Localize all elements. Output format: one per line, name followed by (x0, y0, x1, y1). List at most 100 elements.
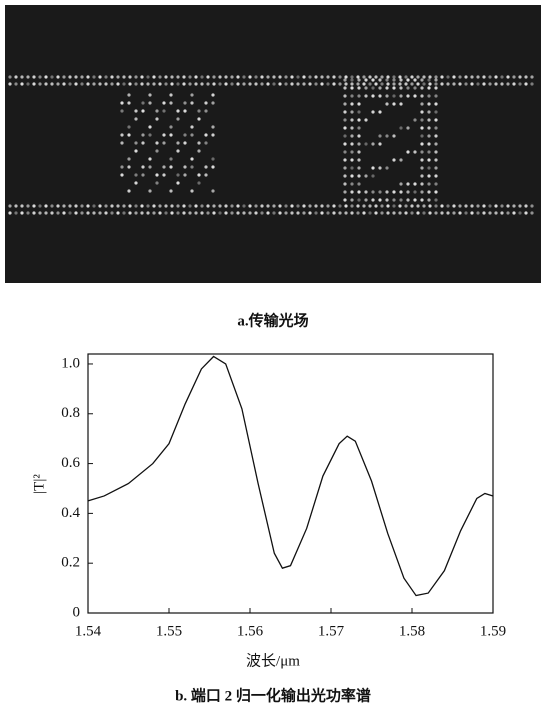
field-dot (80, 204, 83, 207)
field-dot (422, 82, 425, 85)
field-dot (218, 211, 221, 214)
field-dot (128, 75, 131, 78)
field-dot (386, 204, 389, 207)
field-dot (74, 82, 77, 85)
field-dot (162, 141, 165, 144)
field-dot (434, 204, 437, 207)
field-dot (420, 110, 423, 113)
caption-b: b. 端口 2 归一化输出光功率谱 (175, 686, 371, 704)
field-dot (374, 211, 377, 214)
field-dot (266, 82, 269, 85)
field-dot (248, 75, 251, 78)
field-dot (399, 158, 402, 161)
field-dot (20, 211, 23, 214)
field-dot (164, 204, 167, 207)
field-dot (392, 134, 395, 137)
field-dot (350, 190, 353, 193)
field-dot (284, 75, 287, 78)
field-dot (62, 75, 65, 78)
field-dot (427, 150, 430, 153)
field-dot (122, 211, 125, 214)
field-dot (530, 82, 533, 85)
field-dot (190, 125, 193, 128)
field-dot (8, 204, 11, 207)
field-dot (406, 86, 409, 89)
field-dot (110, 211, 113, 214)
field-dot (296, 75, 299, 78)
field-dot (152, 211, 155, 214)
field-dot (392, 82, 395, 85)
field-dot (512, 75, 515, 78)
field-dot (476, 211, 479, 214)
field-dot (218, 82, 221, 85)
field-dot (296, 82, 299, 85)
field-dot (464, 82, 467, 85)
field-dot (98, 204, 101, 207)
field-dot (110, 75, 113, 78)
field-dot (364, 86, 367, 89)
field-dot (385, 102, 388, 105)
field-dot (500, 211, 503, 214)
field-dot (158, 75, 161, 78)
y-tick-label: 0.2 (61, 555, 80, 571)
field-dot (482, 204, 485, 207)
field-dot (169, 101, 172, 104)
field-dot (204, 165, 207, 168)
field-dot (146, 211, 149, 214)
field-dot (272, 75, 275, 78)
field-dot (427, 198, 430, 201)
field-dot (357, 102, 360, 105)
field-dot (378, 110, 381, 113)
field-dot (343, 150, 346, 153)
field-dot (482, 211, 485, 214)
field-dot (364, 94, 367, 97)
field-dot (183, 109, 186, 112)
field-dot (26, 204, 29, 207)
field-dot (278, 204, 281, 207)
field-dot (242, 204, 245, 207)
field-dot (140, 75, 143, 78)
field-dot (357, 190, 360, 193)
field-dot (364, 78, 367, 81)
field-dot (500, 82, 503, 85)
field-dot (134, 149, 137, 152)
field-dot (406, 78, 409, 81)
field-dot (350, 166, 353, 169)
field-dot (26, 82, 29, 85)
field-dot (332, 82, 335, 85)
field-dot (371, 86, 374, 89)
field-dot (134, 181, 137, 184)
field-dot (127, 125, 130, 128)
field-dot (380, 204, 383, 207)
y-tick-label: 0.8 (61, 405, 80, 421)
field-dot (446, 75, 449, 78)
field-dot (392, 78, 395, 81)
field-dot (260, 211, 263, 214)
field-dot (110, 82, 113, 85)
field-dot (86, 82, 89, 85)
field-dot (162, 165, 165, 168)
field-dot (356, 82, 359, 85)
field-dot (127, 157, 130, 160)
field-dot (8, 75, 11, 78)
field-dot (434, 86, 437, 89)
y-tick-label: 0.4 (61, 505, 80, 521)
field-dot (343, 110, 346, 113)
field-dot (357, 110, 360, 113)
field-dot (398, 211, 401, 214)
field-dot (290, 75, 293, 78)
field-dot (183, 133, 186, 136)
field-dot (164, 82, 167, 85)
field-dot (188, 75, 191, 78)
field-dot (308, 211, 311, 214)
field-dot (302, 75, 305, 78)
field-dot (170, 82, 173, 85)
field-dot (350, 182, 353, 185)
field-dot (141, 109, 144, 112)
field-dot (512, 204, 515, 207)
field-dot (194, 82, 197, 85)
field-dot (320, 75, 323, 78)
field-dot (428, 82, 431, 85)
x-tick-label: 1.58 (399, 623, 425, 639)
field-dot (364, 118, 367, 121)
